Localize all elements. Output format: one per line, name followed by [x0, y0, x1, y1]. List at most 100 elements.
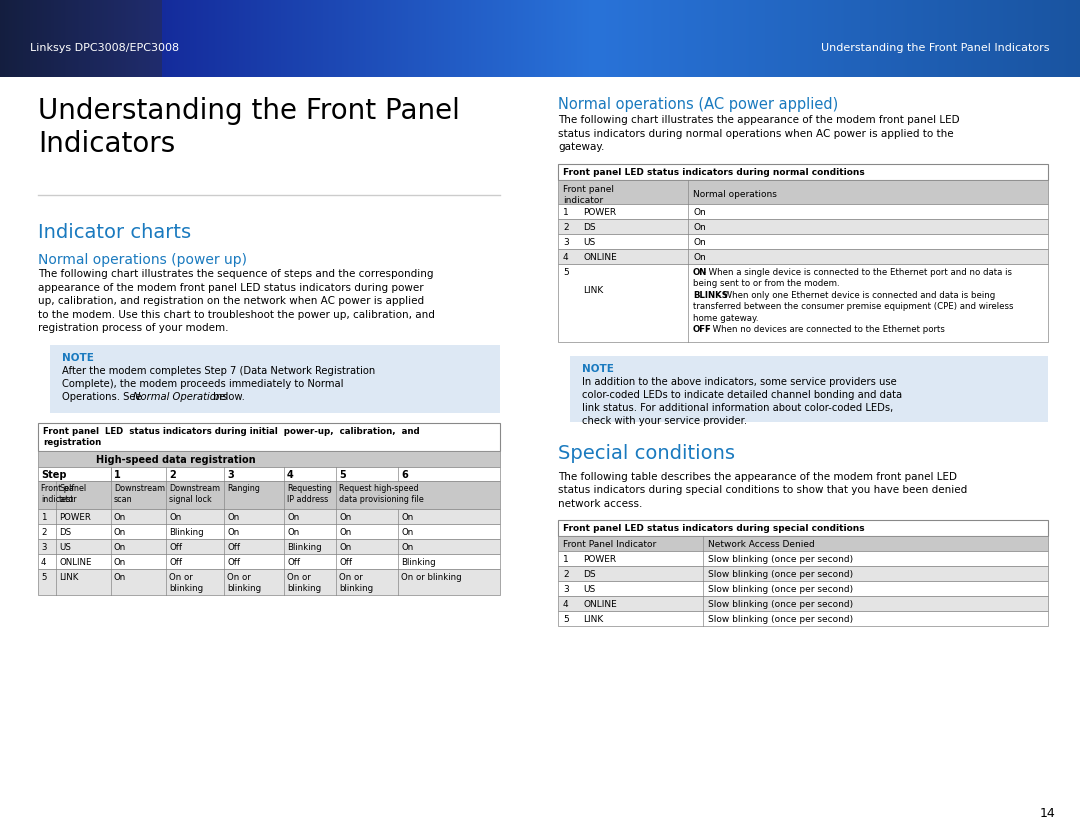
Text: The following table describes the appearance of the modem front panel LED: The following table describes the appear… — [558, 472, 957, 482]
Text: 3: 3 — [563, 238, 569, 247]
FancyBboxPatch shape — [38, 539, 500, 554]
Text: Off: Off — [339, 558, 352, 567]
Text: link status. For additional information about color-coded LEDs,: link status. For additional information … — [582, 403, 893, 413]
Text: BLINKS: BLINKS — [693, 291, 728, 299]
Text: ONLINE: ONLINE — [583, 253, 617, 262]
Text: DS: DS — [583, 570, 596, 580]
Text: 5: 5 — [563, 615, 569, 624]
FancyBboxPatch shape — [558, 581, 1048, 596]
Text: On: On — [287, 528, 299, 537]
Text: check with your service provider.: check with your service provider. — [582, 415, 747, 425]
Text: status indicators during special conditions to show that you have been denied: status indicators during special conditi… — [558, 485, 968, 495]
Text: Understanding the Front Panel Indicators: Understanding the Front Panel Indicators — [821, 43, 1050, 53]
Text: On: On — [168, 513, 181, 522]
Text: On: On — [287, 513, 299, 522]
FancyBboxPatch shape — [558, 520, 1048, 536]
Text: Downstream
scan: Downstream scan — [114, 484, 165, 505]
Text: The following chart illustrates the sequence of steps and the corresponding: The following chart illustrates the sequ… — [38, 269, 433, 279]
Text: On: On — [114, 513, 126, 522]
Text: Blinking: Blinking — [401, 558, 435, 567]
Text: 5: 5 — [339, 470, 346, 480]
Text: Request high-speed
data provisioning file: Request high-speed data provisioning fil… — [339, 484, 423, 505]
Text: 2: 2 — [563, 570, 569, 580]
Text: transferred between the consumer premise equipment (CPE) and wireless: transferred between the consumer premise… — [693, 302, 1013, 311]
Text: Off: Off — [287, 558, 300, 567]
Text: US: US — [583, 238, 595, 247]
Text: Normal operations (power up): Normal operations (power up) — [38, 254, 247, 267]
Text: Ranging: Ranging — [227, 484, 260, 493]
Text: - When no devices are connected to the Ethernet ports: - When no devices are connected to the E… — [704, 325, 945, 334]
Text: Understanding the Front Panel
Indicators: Understanding the Front Panel Indicators — [38, 98, 460, 158]
Text: LINK: LINK — [583, 615, 604, 624]
Text: 2: 2 — [168, 470, 176, 480]
Text: Slow blinking (once per second): Slow blinking (once per second) — [708, 600, 853, 609]
Text: gateway.: gateway. — [558, 143, 605, 153]
Text: Complete), the modem proceeds immediately to Normal: Complete), the modem proceeds immediatel… — [62, 379, 343, 389]
Text: On or
blinking: On or blinking — [339, 573, 373, 593]
Text: 2: 2 — [563, 223, 569, 232]
Text: Linksys DPC3008/EPC3008: Linksys DPC3008/EPC3008 — [30, 43, 179, 53]
Text: ONLINE: ONLINE — [59, 558, 92, 567]
Text: POWER: POWER — [59, 513, 91, 522]
Text: - When a single device is connected to the Ethernet port and no data is: - When a single device is connected to t… — [700, 268, 1012, 277]
FancyBboxPatch shape — [558, 219, 1048, 234]
Text: NOTE: NOTE — [62, 353, 94, 363]
FancyBboxPatch shape — [38, 554, 500, 569]
Text: Off: Off — [168, 558, 183, 567]
FancyBboxPatch shape — [38, 509, 500, 524]
Text: OFF: OFF — [693, 325, 712, 334]
FancyBboxPatch shape — [38, 524, 500, 539]
Text: Off: Off — [168, 543, 183, 552]
Text: - When only one Ethernet device is connected and data is being: - When only one Ethernet device is conne… — [715, 291, 995, 299]
Text: US: US — [583, 585, 595, 595]
Text: Off: Off — [227, 558, 240, 567]
Text: Network Access Denied: Network Access Denied — [708, 540, 814, 550]
Text: 3: 3 — [563, 585, 569, 595]
Text: appearance of the modem front panel LED status indicators during power: appearance of the modem front panel LED … — [38, 283, 423, 293]
Text: Off: Off — [227, 543, 240, 552]
Text: below.: below. — [210, 392, 245, 402]
FancyBboxPatch shape — [558, 249, 1048, 264]
Text: Indicator charts: Indicator charts — [38, 224, 191, 242]
Text: Normal operations (AC power applied): Normal operations (AC power applied) — [558, 98, 838, 113]
Text: On or
blinking: On or blinking — [168, 573, 203, 593]
Text: color-coded LEDs to indicate detailed channel bonding and data: color-coded LEDs to indicate detailed ch… — [582, 389, 902, 399]
FancyBboxPatch shape — [558, 264, 1048, 342]
Text: Front panel LED status indicators during special conditions: Front panel LED status indicators during… — [563, 525, 865, 533]
Text: 4: 4 — [563, 600, 569, 609]
Text: 5: 5 — [563, 268, 569, 277]
Text: POWER: POWER — [583, 208, 616, 217]
FancyBboxPatch shape — [558, 551, 1048, 566]
Text: Requesting
IP address: Requesting IP address — [287, 484, 332, 505]
Text: On: On — [114, 558, 126, 567]
Text: On: On — [339, 513, 351, 522]
Text: 5: 5 — [41, 573, 46, 582]
Text: up, calibration, and registration on the network when AC power is applied: up, calibration, and registration on the… — [38, 296, 424, 306]
FancyBboxPatch shape — [570, 356, 1048, 422]
Text: 1: 1 — [563, 208, 569, 217]
Text: Front Panel Indicator: Front Panel Indicator — [563, 540, 657, 550]
Text: Step: Step — [41, 470, 67, 480]
FancyBboxPatch shape — [558, 596, 1048, 611]
FancyBboxPatch shape — [558, 611, 1048, 626]
Text: Slow blinking (once per second): Slow blinking (once per second) — [708, 585, 853, 595]
Text: On: On — [114, 528, 126, 537]
Text: Operations. See: Operations. See — [62, 392, 145, 402]
Text: 1: 1 — [563, 555, 569, 565]
Text: On or blinking: On or blinking — [401, 573, 461, 582]
Text: home gateway.: home gateway. — [693, 314, 758, 323]
Text: LINK: LINK — [583, 286, 604, 294]
FancyBboxPatch shape — [38, 480, 500, 509]
Text: On: On — [401, 543, 414, 552]
Text: DS: DS — [59, 528, 71, 537]
Text: Self
test: Self test — [59, 484, 75, 505]
Text: 6: 6 — [401, 470, 408, 480]
Text: US: US — [59, 543, 71, 552]
FancyBboxPatch shape — [558, 163, 1048, 180]
Text: 2: 2 — [41, 528, 46, 537]
Text: On: On — [693, 208, 705, 217]
Text: POWER: POWER — [583, 555, 616, 565]
Text: Slow blinking (once per second): Slow blinking (once per second) — [708, 615, 853, 624]
Text: On: On — [227, 513, 240, 522]
Text: LINK: LINK — [59, 573, 79, 582]
